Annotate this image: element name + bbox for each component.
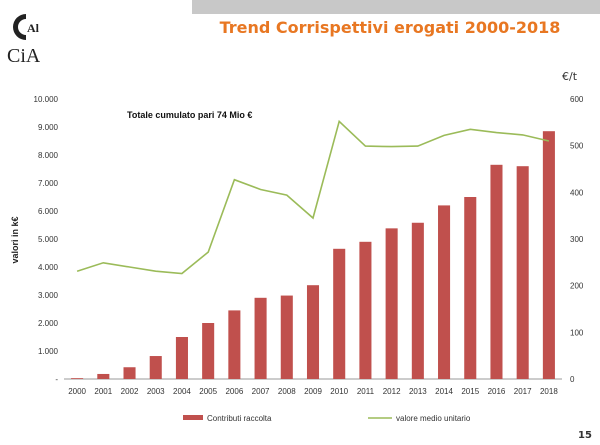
y2-tick-label: 400 <box>570 188 584 197</box>
legend: Contributi raccolta valore medio unitari… <box>183 414 471 423</box>
y-tick-label: - <box>55 375 58 384</box>
header-bar <box>192 0 600 14</box>
bar <box>438 205 451 379</box>
y-tick-label: 8.000 <box>38 151 59 160</box>
bar <box>71 378 84 379</box>
bar <box>228 310 241 379</box>
bar <box>123 367 136 379</box>
bar <box>175 337 188 379</box>
chart-title: Trend Corrispettivi erogati 2000-2018 <box>219 18 561 37</box>
x-tick-label: 2014 <box>435 387 453 396</box>
bar <box>490 164 503 379</box>
x-tick-label: 2009 <box>304 387 322 396</box>
legend-label-contributi: Contributi raccolta <box>207 414 272 423</box>
x-tick-label: 2002 <box>121 387 139 396</box>
bar <box>202 323 215 379</box>
bars-layer <box>71 131 555 379</box>
bar <box>280 295 293 379</box>
x-tick-label: 2005 <box>199 387 217 396</box>
x-tick-label: 2011 <box>357 387 375 396</box>
y-tick-label: 9.000 <box>38 123 59 132</box>
svg-text:CiAl: CiAl <box>7 45 40 67</box>
bar <box>254 297 267 379</box>
bar <box>306 285 320 379</box>
x-tick-label: 2015 <box>461 387 479 396</box>
right-axis-unit: €/t <box>562 70 578 83</box>
x-tick-label: 2004 <box>173 387 191 396</box>
y-axis-label: valori in k€ <box>10 216 20 263</box>
y-tick-label: 1.000 <box>38 347 59 356</box>
left-axis-ticks: - 1.000 2.000 3.000 4.000 5.000 6.000 7.000 8.00… <box>34 95 59 384</box>
total-annotation: Totale cumulato pari 74 Mio € <box>127 110 252 120</box>
x-tick-label: 2007 <box>252 387 270 396</box>
y2-tick-label: 600 <box>570 95 584 104</box>
y-tick-label: 4.000 <box>38 263 59 272</box>
y-tick-label: 2.000 <box>38 319 59 328</box>
bar <box>464 197 477 379</box>
bar <box>542 131 555 379</box>
x-axis-ticks: 2000 2001 2002 2003 2004 2005 2006 2007 2008 2009… <box>68 387 558 396</box>
svg-text:Al: Al <box>27 21 40 35</box>
y-tick-label: 10.000 <box>34 95 59 104</box>
y-tick-label: 6.000 <box>38 207 59 216</box>
x-tick-label: 2012 <box>383 387 401 396</box>
y2-tick-label: 300 <box>570 235 584 244</box>
x-tick-label: 2017 <box>514 387 532 396</box>
y-tick-label: 5.000 <box>38 235 59 244</box>
legend-swatch-contributi <box>183 415 203 420</box>
y2-tick-label: 500 <box>570 142 584 151</box>
x-tick-label: 2003 <box>147 387 165 396</box>
x-tick-label: 2013 <box>409 387 427 396</box>
page-number: 15 <box>578 430 592 441</box>
y-tick-label: 3.000 <box>38 291 59 300</box>
y-tick-label: 7.000 <box>38 179 59 188</box>
x-tick-label: 2018 <box>540 387 558 396</box>
x-tick-label: 2006 <box>225 387 243 396</box>
bar <box>333 248 346 379</box>
y2-tick-label: 0 <box>570 375 575 384</box>
valore-medio-line <box>76 119 550 275</box>
bar <box>359 241 372 379</box>
x-tick-label: 2000 <box>68 387 86 396</box>
x-tick-label: 2016 <box>488 387 506 396</box>
bar <box>97 373 110 379</box>
bar <box>149 356 162 379</box>
cial-logo: Al CiAl <box>7 14 40 67</box>
bar <box>411 222 424 379</box>
legend-label-valore: valore medio unitario <box>396 414 471 423</box>
right-axis-ticks: 0 100 200 300 400 500 600 <box>570 95 584 384</box>
x-tick-label: 2001 <box>94 387 112 396</box>
x-tick-label: 2008 <box>278 387 296 396</box>
y2-tick-label: 200 <box>570 282 584 291</box>
bar <box>516 166 529 379</box>
bar <box>385 228 398 379</box>
y2-tick-label: 100 <box>570 328 584 337</box>
x-tick-label: 2010 <box>330 387 348 396</box>
